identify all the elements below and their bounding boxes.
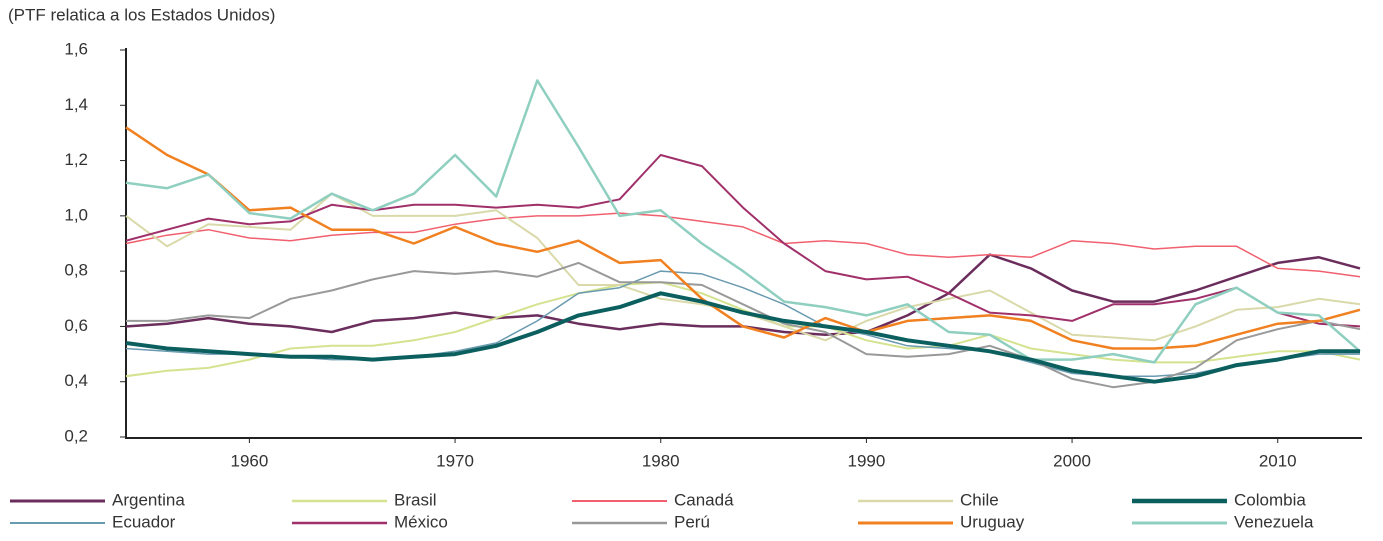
y-tick-label: 0,2 (64, 426, 88, 445)
x-tick-label: 2000 (1053, 451, 1091, 470)
x-tick-label: 1980 (642, 451, 680, 470)
legend-label: Brasil (394, 490, 437, 509)
series-line (125, 126, 1361, 350)
legend-label: Perú (674, 512, 710, 531)
y-tick-label: 0,8 (64, 261, 88, 280)
x-tick-label: 1970 (436, 451, 474, 470)
y-tick-label: 0,6 (64, 316, 88, 335)
x-tick-label: 1990 (847, 451, 885, 470)
legend-label: Ecuador (112, 512, 176, 531)
legend-label: Chile (960, 490, 999, 509)
x-tick-label: 2010 (1259, 451, 1297, 470)
legend-label: Canadá (674, 490, 734, 509)
y-tick-label: 1,6 (64, 39, 88, 58)
legend-label: Argentina (112, 490, 185, 509)
series-line (125, 192, 1361, 342)
series-line (125, 79, 1361, 364)
legend-label: México (394, 512, 448, 531)
legend-label: Venezuela (1234, 512, 1314, 531)
y-tick-label: 0,4 (64, 371, 88, 390)
legend-label: Uruguay (960, 512, 1025, 531)
series-line (125, 212, 1361, 278)
series-line (125, 291, 1360, 384)
y-tick-label: 1,0 (64, 205, 88, 224)
y-tick-label: 1,2 (64, 150, 88, 169)
chart-subtitle: (PTF relatica a los Estados Unidos) (8, 5, 275, 24)
series-line (125, 270, 1360, 377)
legend-label: Colombia (1234, 490, 1306, 509)
x-tick-label: 1960 (230, 451, 268, 470)
y-tick-label: 1,4 (64, 95, 88, 114)
series-line (125, 154, 1361, 328)
